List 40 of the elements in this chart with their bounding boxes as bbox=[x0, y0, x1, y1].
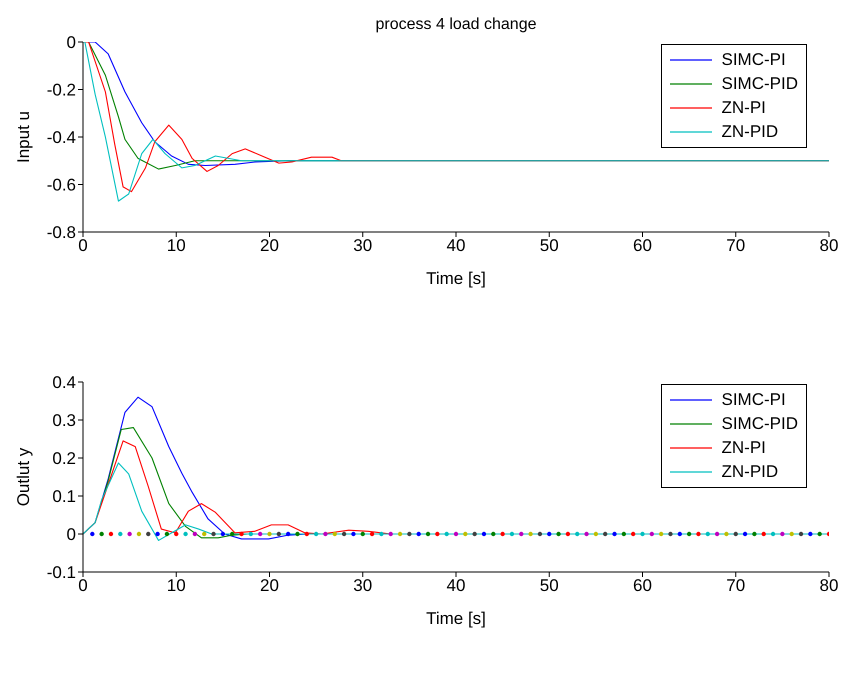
y-axis-title: Outlut y bbox=[14, 447, 34, 506]
x-tick-label: 50 bbox=[540, 236, 559, 256]
x-tick-label: 40 bbox=[446, 576, 466, 596]
x-tick-label: 40 bbox=[446, 236, 466, 256]
x-tick-label: 70 bbox=[726, 576, 746, 596]
y-tick-label: -0.6 bbox=[46, 176, 76, 195]
chart-title: process 4 load change bbox=[374, 16, 538, 34]
x-tick-label: 70 bbox=[726, 236, 746, 256]
y-tick-label: -0.2 bbox=[46, 80, 76, 100]
x-tick-label: 60 bbox=[633, 576, 652, 596]
y-tick-label: 0 bbox=[66, 525, 76, 544]
y-tick-label: 0.2 bbox=[52, 449, 76, 468]
x-tick-label: 30 bbox=[353, 236, 372, 256]
legend-label: ZN-PID bbox=[722, 122, 778, 142]
y-tick-label: -0.8 bbox=[46, 223, 76, 242]
legend-label: ZN-PI bbox=[722, 438, 766, 458]
y-tick-label: -0.4 bbox=[46, 128, 76, 148]
y-tick-label: 0 bbox=[66, 33, 76, 52]
x-tick-label: 10 bbox=[166, 576, 186, 596]
legend-label: SIMC-PI bbox=[722, 390, 786, 410]
y-axis-title: Input u bbox=[14, 111, 34, 163]
y-tick-label: -0.1 bbox=[46, 563, 76, 582]
legend-label: SIMC-PID bbox=[722, 74, 798, 94]
x-tick-label: 10 bbox=[166, 236, 186, 256]
x-tick-label: 30 bbox=[353, 576, 372, 596]
x-tick-label: 20 bbox=[260, 236, 279, 256]
y-tick-label: 0.3 bbox=[52, 411, 76, 430]
x-tick-label: 20 bbox=[260, 576, 279, 596]
x-axis-title: Time [s] bbox=[426, 609, 486, 628]
x-tick-label: 80 bbox=[820, 576, 838, 596]
x-axis-title: Time [s] bbox=[426, 269, 486, 288]
x-tick-label: 50 bbox=[540, 576, 559, 596]
legend-label: SIMC-PID bbox=[722, 414, 798, 434]
legend-label: ZN-PID bbox=[722, 462, 778, 482]
legend-label: SIMC-PI bbox=[722, 50, 786, 70]
legend-label: ZN-PI bbox=[722, 98, 766, 118]
y-tick-label: 0.4 bbox=[52, 373, 76, 392]
y-tick-label: 0.1 bbox=[52, 487, 76, 506]
x-tick-label: 60 bbox=[633, 236, 652, 256]
x-tick-label: 80 bbox=[820, 236, 838, 256]
